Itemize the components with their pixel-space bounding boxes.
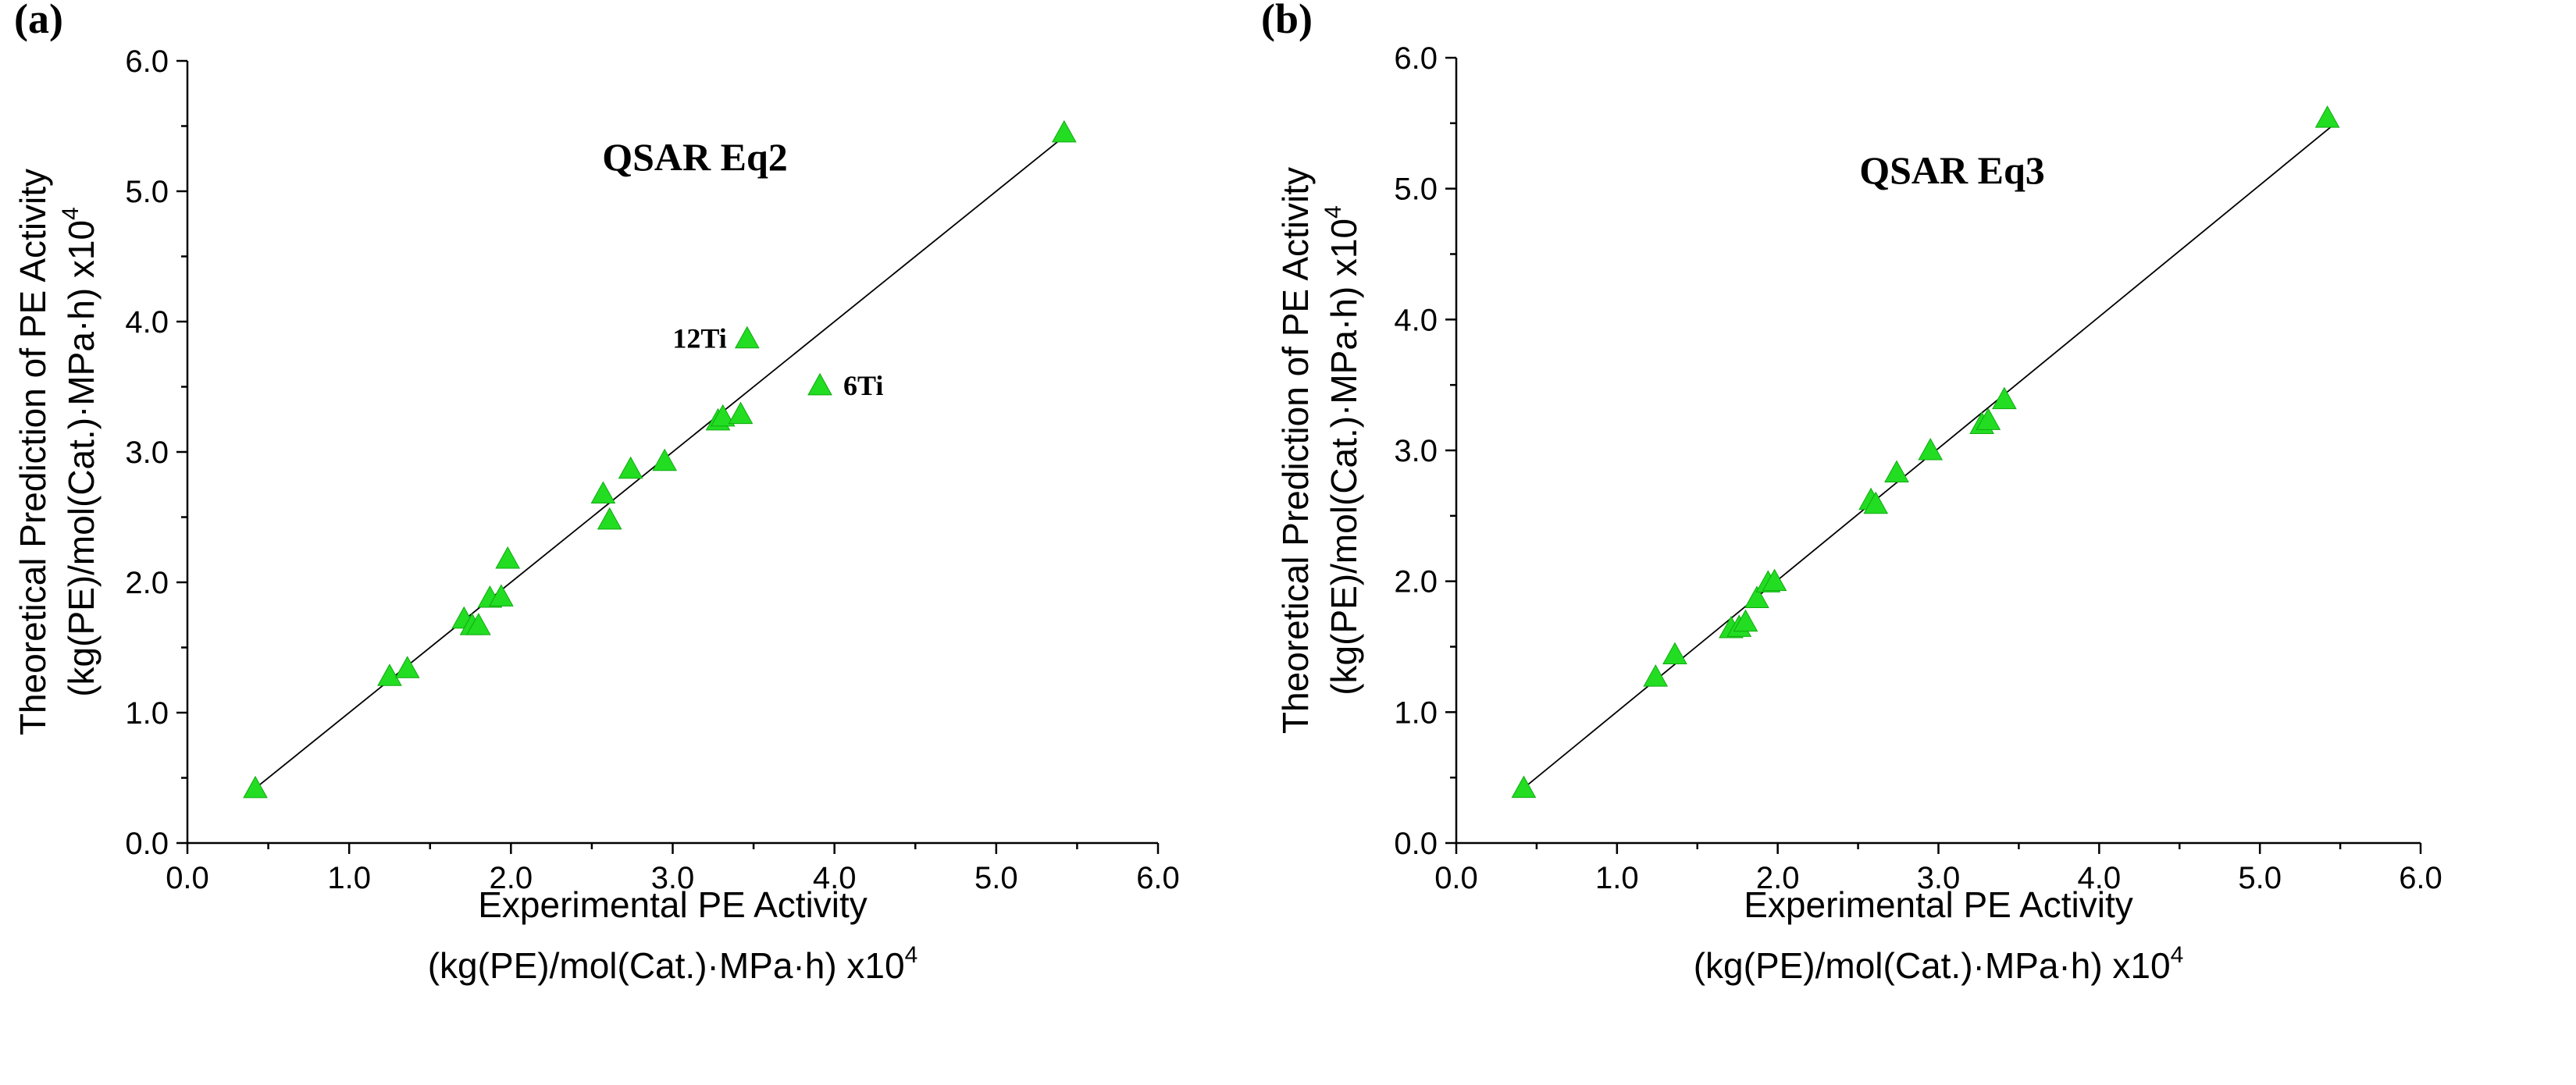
data-point-marker <box>728 401 754 425</box>
y-tick-label: 6.0 <box>125 44 169 79</box>
y-axis-unit-exponent: 4 <box>1320 205 1346 219</box>
x-tick-label: 2.0 <box>490 861 533 895</box>
panel-a: 0.00.0 1.0 1.0 2.0 2.0 3.0 3.0 4.0 4.0 5.0 5.0 6.0 6… <box>12 0 1180 986</box>
chart-title: QSAR Eq3 <box>1859 148 2045 192</box>
data-point-marker <box>1511 775 1537 799</box>
data-point-marker <box>1992 386 2017 410</box>
data-point-marker <box>2314 105 2340 128</box>
data-point-marker <box>1976 407 2001 430</box>
x-axis-unit-text: (kg(PE)/mol(Cat.)·MPa·h) x10 <box>1694 945 2171 986</box>
data-point-marker <box>1884 460 1909 483</box>
y-axis-unit: (kg(PE)/mol(Cat.)·MPa·h) x104 <box>58 207 102 697</box>
y-tick-label: 3.0 <box>125 436 169 470</box>
y-tick-label: 2.0 <box>1394 565 1438 599</box>
x-tick-label: 4.0 <box>813 861 857 895</box>
data-point-marker <box>710 404 736 427</box>
x-tick-label: 0.0 <box>166 861 209 895</box>
data-point-marker <box>495 546 521 569</box>
x-tick-label: 4.0 <box>2078 861 2122 895</box>
x-tick-label: 2.0 <box>1756 861 1800 895</box>
x-tick-label: 5.0 <box>974 861 1018 895</box>
y-axis-title: Theoretical Prediction of PE Activity <box>1275 167 1316 734</box>
x-tick-label: 6.0 <box>2399 861 2442 895</box>
y-axis-unit-exponent: 4 <box>58 207 84 220</box>
x-tick-label: 1.0 <box>327 861 371 895</box>
y-tick-label: 4.0 <box>125 305 169 340</box>
y-tick-label: 3.0 <box>1394 434 1438 468</box>
data-point-marker <box>489 584 514 607</box>
y-tick-label: 2.0 <box>125 566 169 600</box>
y-axis-unit-text: (kg(PE)/mol(Cat.)·MPa·h) x10 <box>61 220 102 697</box>
y-tick-label: 1.0 <box>1394 695 1438 730</box>
x-tick-label: 5.0 <box>2238 861 2282 895</box>
x-tick-label: 6.0 <box>1136 861 1180 895</box>
y-tick-label: 5.0 <box>125 175 169 209</box>
y-tick-label: 4.0 <box>1394 303 1438 337</box>
x-axis-unit-exponent: 4 <box>2171 942 2184 968</box>
data-point-marker <box>243 775 268 799</box>
y-axis-title: Theoretical Prediction of PE Activity <box>12 169 53 735</box>
data-point-marker <box>1643 664 1669 687</box>
data-point-marker <box>1744 585 1769 608</box>
data-point-marker <box>734 326 760 349</box>
y-tick-label: 0.0 <box>125 827 169 861</box>
data-point-marker <box>590 481 616 503</box>
y-axis-unit-text: (kg(PE)/mol(Cat.)·MPa·h) x10 <box>1324 219 1364 695</box>
x-axis-unit: (kg(PE)/mol(Cat.)·MPa·h) x104 <box>1694 942 2184 986</box>
data-point-marker <box>1863 491 1889 514</box>
x-axis-unit: (kg(PE)/mol(Cat.)·MPa·h) x104 <box>428 942 918 986</box>
chart-title: QSAR Eq2 <box>602 135 788 179</box>
x-axis-title: Experimental PE Activity <box>1744 884 2133 925</box>
y-axis-unit: (kg(PE)/mol(Cat.)·MPa·h) x104 <box>1320 205 1364 695</box>
panel-label: (a) <box>14 0 63 42</box>
point-annotation: 12Ti <box>672 323 726 354</box>
y-tick-label: 0.0 <box>1394 827 1438 861</box>
panel-b: 0.00.0 1.0 1.0 2.0 2.0 3.0 3.0 4.0 4.0 5.0 5.0 6.0 6… <box>1261 0 2442 986</box>
data-point-marker <box>1733 609 1758 632</box>
y-tick-label: 5.0 <box>1394 173 1438 207</box>
x-axis-unit-text: (kg(PE)/mol(Cat.)·MPa·h) x10 <box>428 945 905 986</box>
data-point-marker <box>1662 642 1687 665</box>
data-point-marker <box>377 663 402 686</box>
data-point-marker <box>466 613 491 635</box>
data-point-marker <box>652 448 677 471</box>
x-tick-label: 0.0 <box>1434 861 1478 895</box>
x-tick-label: 3.0 <box>651 861 695 895</box>
y-tick-label: 1.0 <box>125 696 169 731</box>
x-axis-title: Experimental PE Activity <box>478 884 868 925</box>
data-point-marker <box>394 656 420 678</box>
x-axis-unit-exponent: 4 <box>905 942 918 968</box>
data-point-marker <box>807 372 832 396</box>
panel-label: (b) <box>1261 0 1313 42</box>
x-tick-label: 3.0 <box>1917 861 1961 895</box>
data-point-marker <box>597 507 622 530</box>
y-tick-label: 6.0 <box>1394 41 1438 76</box>
data-point-marker <box>618 456 643 479</box>
data-point-marker <box>1051 119 1077 143</box>
data-point-marker <box>1918 437 1944 461</box>
data-point-marker <box>1762 568 1787 592</box>
x-tick-label: 1.0 <box>1595 861 1639 895</box>
point-annotation: 6Ti <box>843 370 883 401</box>
